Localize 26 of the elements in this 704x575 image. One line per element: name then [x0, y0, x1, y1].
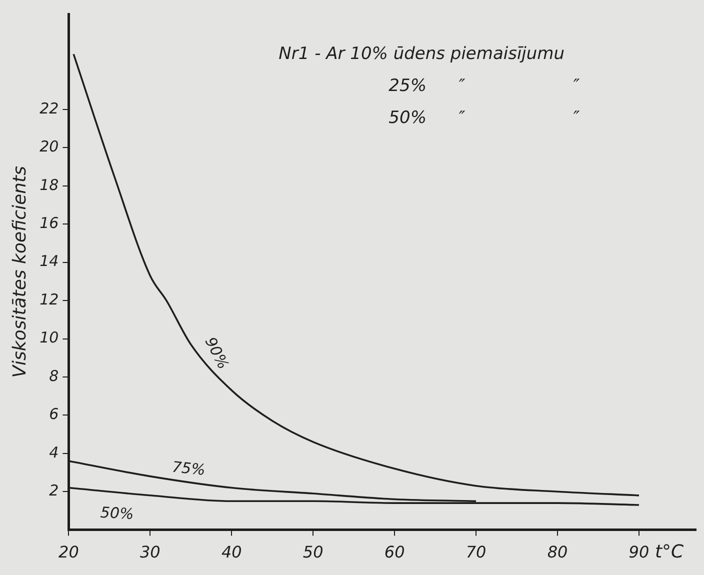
y-tick-label: 2 — [49, 481, 59, 500]
y-tick-label: 10 — [40, 328, 59, 347]
annotation: 50% ″ ″ — [388, 108, 580, 128]
x-tick-label: 90 — [628, 542, 650, 562]
x-tick-label: 40 — [221, 542, 242, 562]
x-axis-title: t°C — [654, 541, 684, 562]
x-tick-label: 60 — [384, 542, 405, 562]
annotation: 25% ″ ″ — [388, 76, 580, 96]
y-tick-label: 20 — [40, 138, 59, 156]
y-tick-label: 8 — [49, 366, 59, 385]
text: 75% — [171, 458, 206, 480]
annotation: Nr1 - Ar 10% ūdens piemaisījumu — [278, 44, 565, 64]
y-axis-title: Viskositātes koeficients — [9, 166, 30, 378]
y-tick-label: 14 — [40, 252, 59, 270]
y-tick-label: 4 — [49, 443, 59, 462]
series-label: 50% — [100, 503, 134, 524]
x-tick-label: 80 — [547, 542, 568, 562]
x-tick-label: 50 — [302, 542, 324, 562]
x-tick-label: 70 — [466, 542, 486, 562]
y-tick-label: 16 — [40, 214, 59, 232]
y-tick-label: 6 — [49, 405, 59, 424]
y-tick-label: 12 — [40, 290, 59, 308]
y-tick-label: 22 — [40, 99, 59, 118]
y-tick-label: 18 — [40, 176, 59, 194]
text: 90% — [201, 334, 232, 372]
x-tick-label: 30 — [140, 542, 160, 562]
